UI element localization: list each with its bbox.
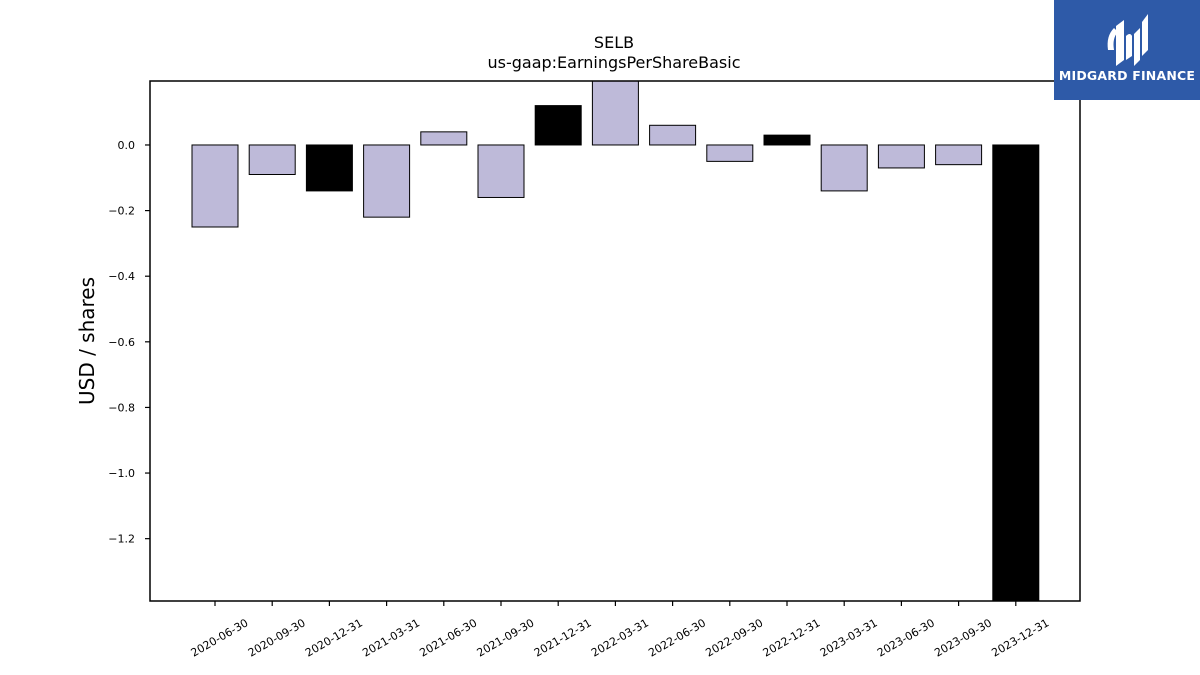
y-tick-label: −0.8 xyxy=(108,401,135,414)
x-tick-label: 2020-09-30 xyxy=(246,616,308,659)
x-tick-label: 2021-06-30 xyxy=(417,616,479,659)
bar-2022-03-31 xyxy=(591,80,639,146)
x-tick-label: 2021-03-31 xyxy=(360,616,422,659)
x-tick-label: 2023-03-31 xyxy=(818,616,880,659)
x-tick-label: 2021-12-31 xyxy=(532,616,594,659)
bar-2023-06-30 xyxy=(877,144,925,169)
y-tick-label: −0.2 xyxy=(108,205,135,218)
y-axis-label: USD / shares xyxy=(75,277,99,405)
x-tick-label: 2022-09-30 xyxy=(703,616,765,659)
bar-2022-06-30 xyxy=(649,124,697,146)
midgard-logo-icon xyxy=(1107,14,1148,66)
plot-frame xyxy=(149,80,1081,602)
bar-2023-03-31 xyxy=(820,144,868,192)
y-tick-label: −1.2 xyxy=(108,533,135,546)
bar-2021-12-31 xyxy=(534,105,582,146)
x-tick-label: 2022-12-31 xyxy=(761,616,823,659)
y-tick-label: −0.6 xyxy=(108,336,135,349)
x-tick-label: 2023-06-30 xyxy=(875,616,937,659)
bar-2020-06-30 xyxy=(191,144,239,228)
bar-2021-06-30 xyxy=(420,131,468,146)
y-tick-label: 0.0 xyxy=(118,139,136,152)
x-tick-label: 2022-03-31 xyxy=(589,616,651,659)
x-ticks-group: 2020-06-302020-09-302020-12-312021-03-31… xyxy=(189,601,1051,660)
bar-2021-09-30 xyxy=(477,144,525,198)
x-tick-label: 2023-12-31 xyxy=(989,616,1051,659)
logo-text: MIDGARD FINANCE xyxy=(1058,68,1196,83)
bar-2020-12-31 xyxy=(305,144,353,192)
x-tick-label: 2021-09-30 xyxy=(475,616,537,659)
x-tick-label: 2020-06-30 xyxy=(189,616,251,659)
x-tick-label: 2022-06-30 xyxy=(646,616,708,659)
y-tick-label: −1.0 xyxy=(108,467,135,480)
x-tick-label: 2020-12-31 xyxy=(303,616,365,659)
bars-group xyxy=(191,80,1040,602)
chart-title: SELB xyxy=(594,33,634,52)
bar-2022-09-30 xyxy=(706,144,754,162)
bar-2023-12-31 xyxy=(992,144,1040,602)
midgard-finance-logo: MIDGARD FINANCE xyxy=(1054,0,1200,100)
bar-2020-09-30 xyxy=(248,144,296,176)
bar-2021-03-31 xyxy=(363,144,411,218)
y-ticks-group: 0.0 −0.2 −0.4 −0.6 −0.8 −1.0 −1.2 xyxy=(108,139,150,546)
bar-2022-12-31 xyxy=(763,134,811,146)
x-tick-label: 2023-09-30 xyxy=(932,616,994,659)
y-tick-label: −0.4 xyxy=(108,270,135,283)
chart-subtitle: us-gaap:EarningsPerShareBasic xyxy=(487,53,740,72)
bar-2023-09-30 xyxy=(935,144,983,166)
